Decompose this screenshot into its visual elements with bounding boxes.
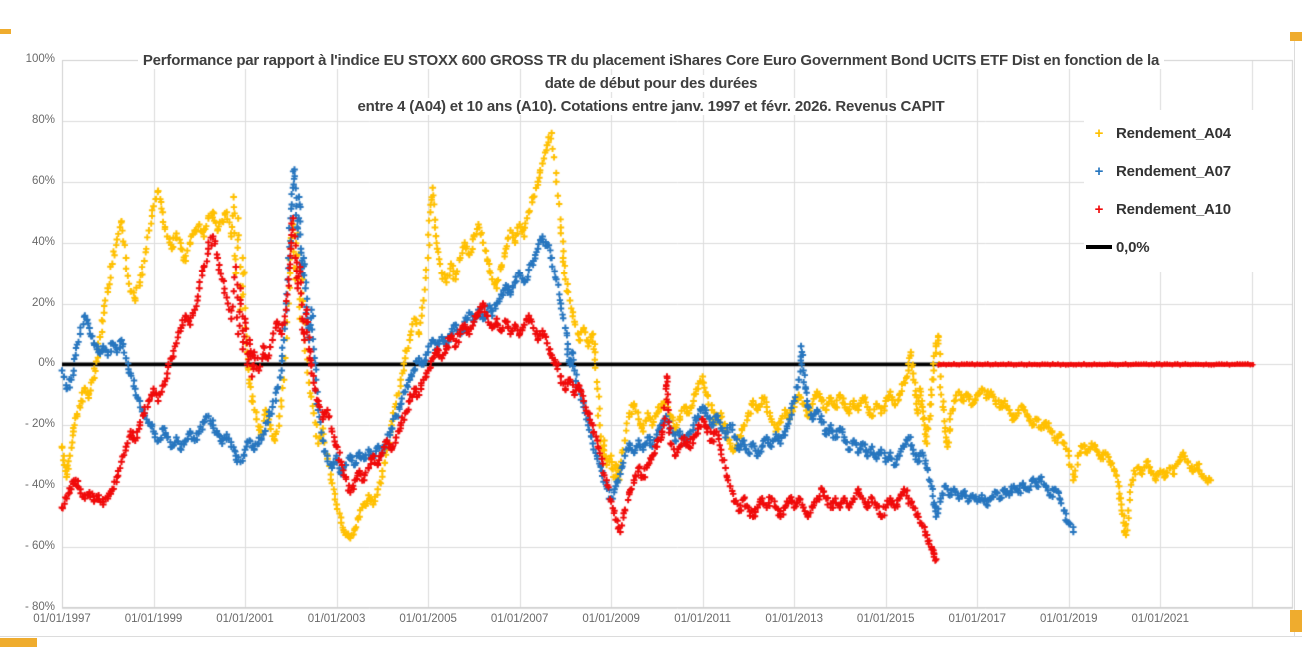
y-axis-tick: 100%: [25, 53, 55, 65]
y-axis-tick: - 40%: [24, 479, 55, 492]
x-axis-tick: 01/01/2013: [765, 613, 823, 625]
orange-corner-top-right: [1290, 32, 1302, 41]
x-axis-tick: 01/01/2007: [490, 613, 549, 625]
orange-corner-top-left: [0, 29, 11, 34]
y-axis-tick: 80%: [31, 113, 55, 126]
x-axis-tick: 01/01/2009: [582, 613, 640, 625]
y-axis-tick: - 60%: [24, 540, 55, 553]
x-axis-tick: 01/01/2019: [1039, 613, 1098, 625]
legend-item-baseline[interactable]: 0,0%: [1084, 228, 1292, 266]
legend-label: Rendement_A10: [1116, 200, 1231, 218]
y-axis-tick: - 20%: [24, 418, 55, 431]
sheet-frame-right: [1294, 32, 1295, 636]
x-axis-tick: 01/01/2021: [1131, 613, 1190, 625]
x-axis-tick: 01/01/2011: [674, 613, 731, 625]
x-axis-tick: 01/01/2003: [307, 613, 366, 625]
legend-label: 0,0%: [1116, 238, 1150, 256]
x-axis-tick: 01/01/2001: [216, 613, 274, 625]
orange-corner-bottom-right: [1290, 610, 1302, 632]
y-axis-tick: 40%: [31, 235, 55, 248]
orange-corner-bottom-left: [0, 638, 37, 647]
x-axis-tick: 01/01/2017: [948, 613, 1007, 625]
plus-marker-icon: +: [1094, 162, 1104, 180]
x-axis-tick: 01/01/2015: [856, 613, 915, 625]
legend-item[interactable]: + Rendement_A07: [1084, 152, 1292, 190]
baseline-line-icon: [1086, 245, 1112, 249]
legend-item[interactable]: + Rendement_A10: [1084, 190, 1292, 228]
x-axis-tick: 01/01/1997: [33, 613, 91, 625]
y-axis-tick: 20%: [31, 296, 55, 309]
legend-label: Rendement_A04: [1116, 124, 1231, 142]
sheet-frame-bottom: [0, 636, 1302, 637]
legend-label: Rendement_A07: [1116, 162, 1231, 180]
y-axis-tick: - 80%: [24, 601, 55, 613]
plus-marker-icon: +: [1094, 124, 1104, 142]
chart-legend: + Rendement_A04 + Rendement_A07 + Rendement_A…: [1084, 110, 1292, 272]
y-axis-tick: 0%: [38, 357, 55, 370]
x-axis-tick: 01/01/1999: [124, 613, 183, 625]
plus-marker-icon: +: [1094, 200, 1104, 218]
x-axis-tick: 01/01/2005: [399, 613, 457, 625]
y-axis-tick: 60%: [31, 174, 55, 187]
legend-item[interactable]: + Rendement_A04: [1084, 114, 1292, 152]
